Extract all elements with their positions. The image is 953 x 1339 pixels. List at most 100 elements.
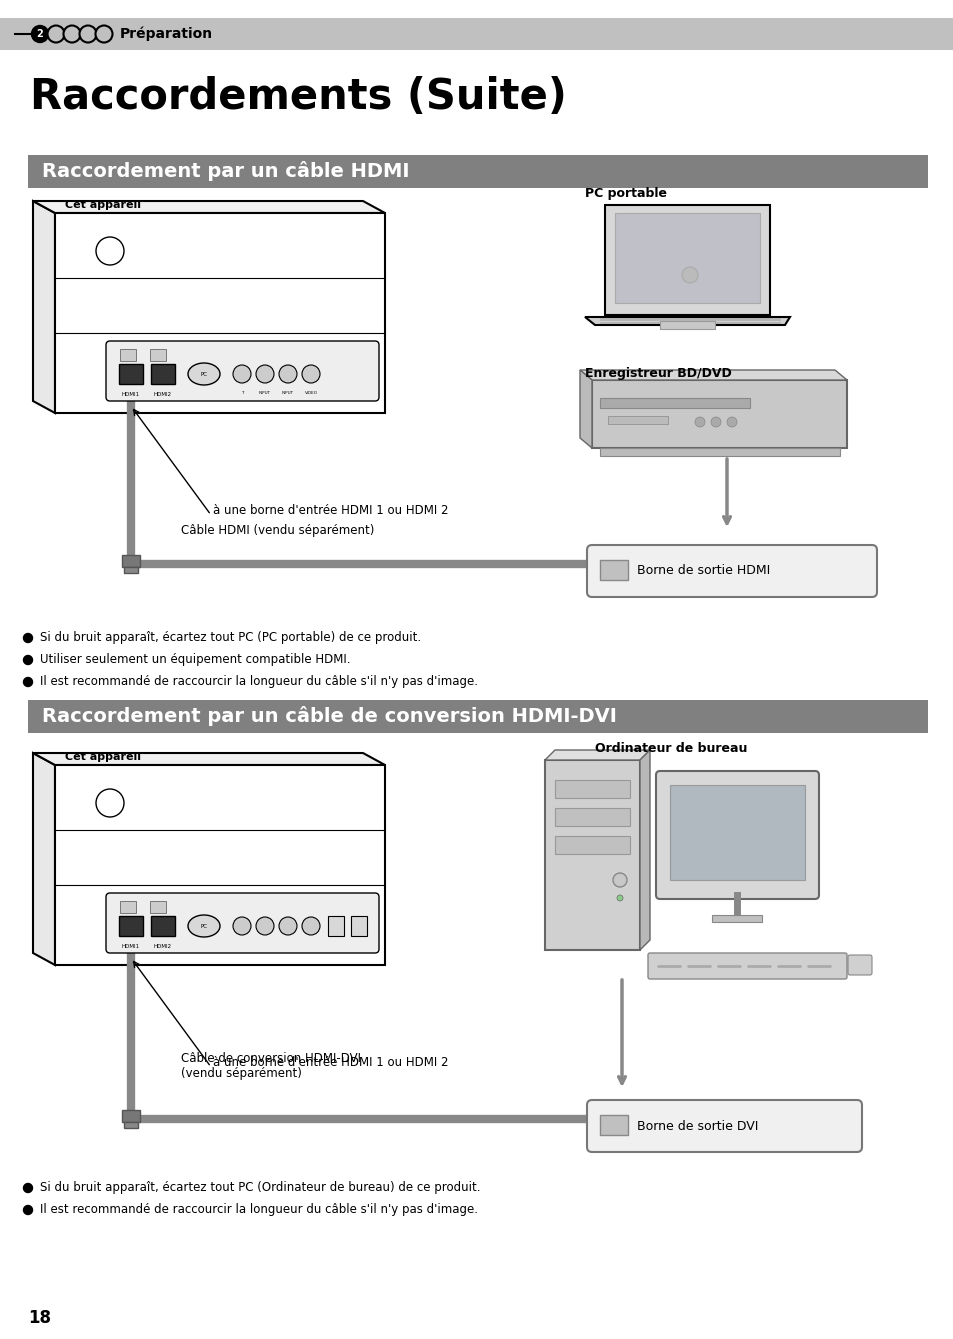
Bar <box>0 17 953 50</box>
FancyBboxPatch shape <box>119 916 143 936</box>
Polygon shape <box>33 201 55 412</box>
Circle shape <box>278 366 296 383</box>
Bar <box>711 915 761 923</box>
Bar <box>55 213 385 412</box>
Bar <box>28 700 927 732</box>
Polygon shape <box>544 750 649 761</box>
Bar <box>689 1111 696 1119</box>
Bar <box>607 416 667 424</box>
Bar <box>599 398 749 408</box>
Text: INPUT: INPUT <box>258 391 271 395</box>
Circle shape <box>24 1184 32 1193</box>
Bar <box>669 785 804 880</box>
Text: HDMI2: HDMI2 <box>153 392 172 396</box>
Text: 2: 2 <box>36 29 43 39</box>
Text: Borne de sortie DVI: Borne de sortie DVI <box>637 1119 758 1133</box>
FancyBboxPatch shape <box>586 545 876 597</box>
Bar <box>124 1122 138 1127</box>
Text: HDMI1: HDMI1 <box>122 944 140 949</box>
Circle shape <box>255 917 274 935</box>
Circle shape <box>302 917 319 935</box>
FancyBboxPatch shape <box>351 916 367 936</box>
Polygon shape <box>579 370 592 449</box>
Circle shape <box>24 656 32 664</box>
Bar <box>691 557 698 565</box>
Circle shape <box>695 416 704 427</box>
Text: Il est recommandé de raccourcir la longueur du câble s'il n'y pas d'image.: Il est recommandé de raccourcir la longu… <box>40 1204 477 1217</box>
Polygon shape <box>33 753 385 765</box>
Text: INPUT: INPUT <box>282 391 294 395</box>
Bar <box>124 566 138 573</box>
Circle shape <box>24 1205 32 1214</box>
Bar <box>599 1115 627 1135</box>
Bar <box>544 761 639 949</box>
Ellipse shape <box>188 363 220 386</box>
Bar <box>55 765 385 965</box>
Text: à une borne d'entrée HDMI 1 ou HDMI 2: à une borne d'entrée HDMI 1 ou HDMI 2 <box>213 503 448 517</box>
Polygon shape <box>579 370 846 380</box>
Circle shape <box>613 873 626 886</box>
FancyBboxPatch shape <box>847 955 871 975</box>
Text: 18: 18 <box>28 1310 51 1327</box>
Text: Enregistreur BD/DVD: Enregistreur BD/DVD <box>584 367 731 380</box>
Text: Cet appareil: Cet appareil <box>65 200 141 210</box>
Circle shape <box>681 266 698 283</box>
Text: Utiliser seulement un équipement compatible HDMI.: Utiliser seulement un équipement compati… <box>40 653 350 667</box>
Text: Cet appareil: Cet appareil <box>65 753 141 762</box>
Text: PC: PC <box>200 924 208 928</box>
Text: HDMI2: HDMI2 <box>153 944 172 949</box>
FancyBboxPatch shape <box>106 341 378 400</box>
Bar <box>28 155 927 187</box>
Text: Raccordement par un câble HDMI: Raccordement par un câble HDMI <box>42 161 409 181</box>
Circle shape <box>278 917 296 935</box>
Circle shape <box>233 917 251 935</box>
FancyBboxPatch shape <box>647 953 846 979</box>
Bar <box>120 901 136 913</box>
Bar <box>555 836 629 854</box>
Text: Si du bruit apparaît, écartez tout PC (PC portable) de ce produit.: Si du bruit apparaît, écartez tout PC (P… <box>40 632 420 644</box>
Circle shape <box>48 25 65 43</box>
Bar <box>599 449 840 457</box>
Bar <box>667 1107 689 1123</box>
Text: à une borne d'entrée HDMI 1 ou HDMI 2: à une borne d'entrée HDMI 1 ou HDMI 2 <box>213 1055 448 1069</box>
Bar <box>659 321 714 329</box>
Polygon shape <box>604 205 769 315</box>
Polygon shape <box>639 750 649 949</box>
Circle shape <box>233 366 251 383</box>
Text: Câble de conversion HDMI-DVI
(vendu séparément): Câble de conversion HDMI-DVI (vendu sépa… <box>181 1052 360 1081</box>
Polygon shape <box>584 317 789 325</box>
Circle shape <box>95 25 112 43</box>
Text: T: T <box>240 391 243 395</box>
Text: PC: PC <box>200 371 208 376</box>
FancyBboxPatch shape <box>106 893 378 953</box>
Bar <box>120 349 136 362</box>
Bar <box>150 349 166 362</box>
Text: PC portable: PC portable <box>584 187 666 200</box>
Ellipse shape <box>188 915 220 937</box>
Bar <box>122 1110 140 1122</box>
Circle shape <box>24 633 32 643</box>
Circle shape <box>302 366 319 383</box>
Bar <box>669 553 691 569</box>
Bar <box>599 560 627 580</box>
Text: HDMI1: HDMI1 <box>122 392 140 396</box>
Bar <box>122 554 140 566</box>
FancyBboxPatch shape <box>586 1101 862 1152</box>
Circle shape <box>710 416 720 427</box>
FancyBboxPatch shape <box>656 771 818 898</box>
Text: Raccordements (Suite): Raccordements (Suite) <box>30 76 566 118</box>
Circle shape <box>617 894 622 901</box>
Bar <box>555 807 629 826</box>
Circle shape <box>79 25 96 43</box>
Text: Si du bruit apparaît, écartez tout PC (Ordinateur de bureau) de ce produit.: Si du bruit apparaît, écartez tout PC (O… <box>40 1181 480 1194</box>
Circle shape <box>24 678 32 687</box>
Bar <box>615 213 760 303</box>
FancyBboxPatch shape <box>328 916 344 936</box>
Circle shape <box>726 416 737 427</box>
Polygon shape <box>33 753 55 965</box>
Bar <box>555 781 629 798</box>
Text: Ordinateur de bureau: Ordinateur de bureau <box>595 742 746 755</box>
Bar <box>150 901 166 913</box>
FancyBboxPatch shape <box>151 364 174 384</box>
Circle shape <box>64 25 80 43</box>
